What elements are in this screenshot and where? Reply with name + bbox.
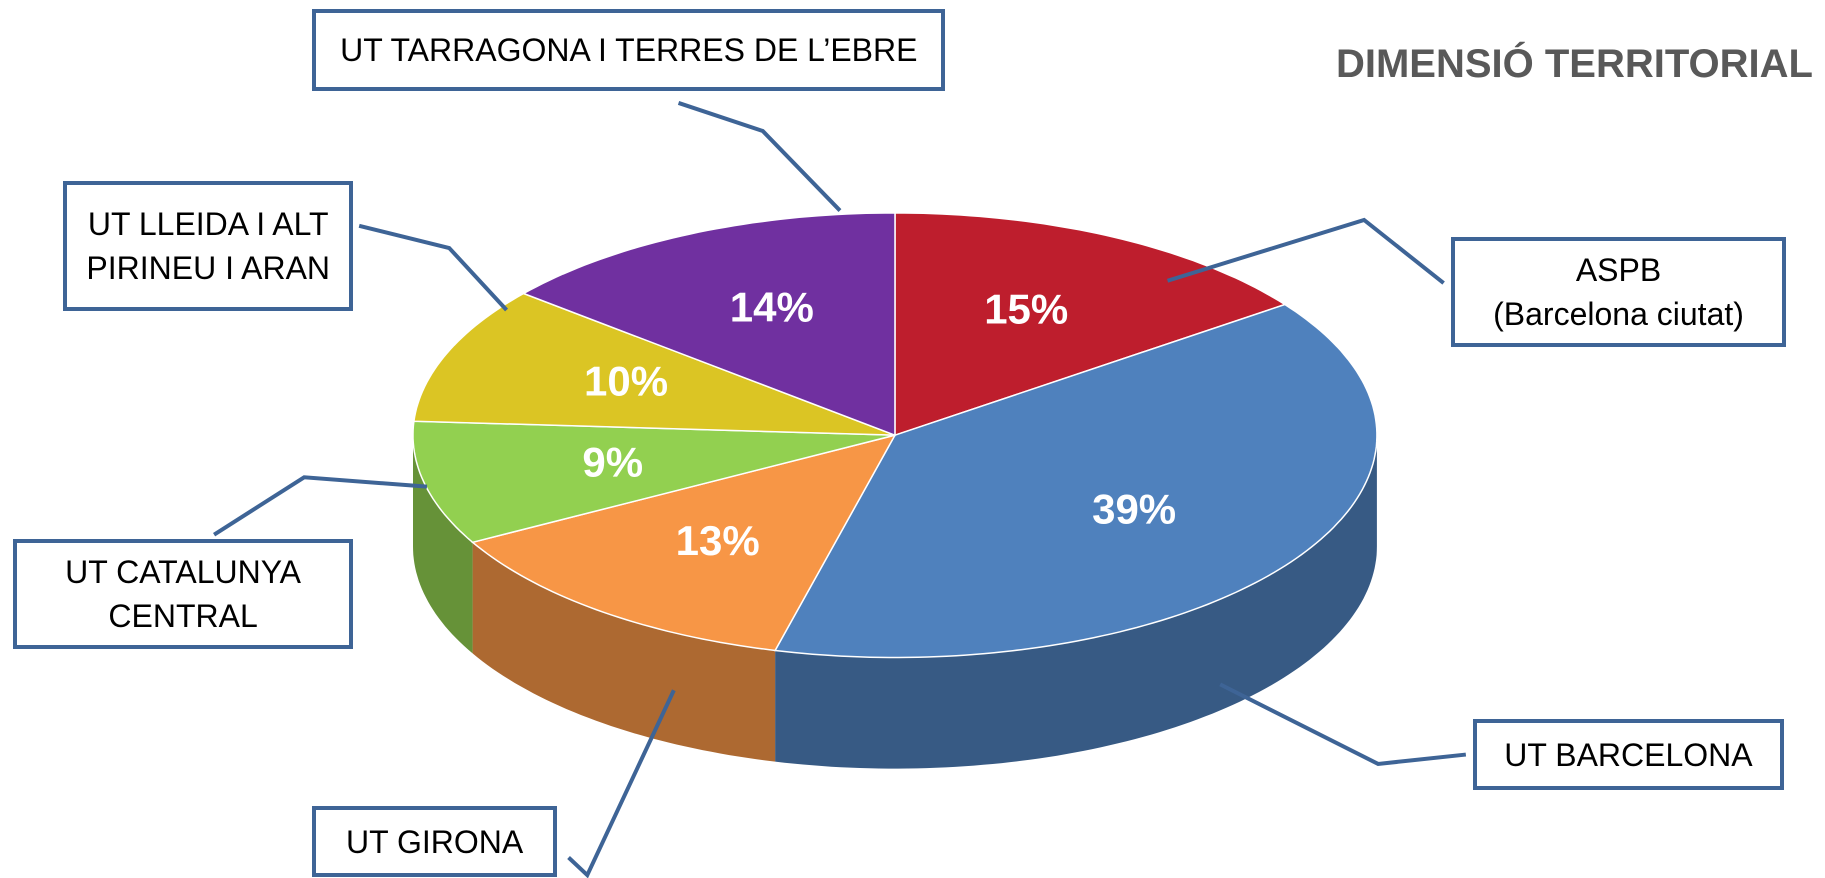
slice-side	[472, 542, 776, 762]
leader-line	[567, 689, 676, 878]
category-callout: UT BARCELONA	[1472, 719, 1785, 790]
value-label: 13%	[676, 517, 760, 564]
leader-line	[1219, 682, 1467, 766]
slice	[412, 420, 896, 544]
value-label: 10%	[584, 358, 668, 405]
chart-title: DIMENSIÓ TERRITORIAL	[1335, 42, 1813, 86]
leader-line	[358, 223, 509, 312]
leader-line	[213, 475, 428, 537]
slice-side	[775, 435, 1377, 769]
category-callout: ASPB (Barcelona ciutat)	[1450, 237, 1787, 348]
slice	[894, 212, 1287, 437]
value-label: 15%	[984, 285, 1068, 332]
value-label: 14%	[730, 284, 814, 331]
leader-line	[677, 101, 842, 212]
category-callout: UT GIRONA	[312, 806, 557, 878]
category-callout: UT LLEIDA I ALT PIRINEU I ARAN	[63, 181, 354, 312]
category-callout: UT TARRAGONA I TERRES DE L’EBRE	[312, 9, 946, 92]
slice	[413, 292, 896, 436]
slice	[773, 303, 1378, 659]
leader-line	[1166, 217, 1445, 285]
value-label: 39%	[1092, 486, 1176, 533]
slice	[470, 434, 897, 652]
slice	[521, 212, 896, 437]
slice-side	[413, 435, 473, 654]
category-callout: UT CATALUNYA CENTRAL	[12, 539, 354, 650]
value-label: 9%	[582, 438, 643, 485]
